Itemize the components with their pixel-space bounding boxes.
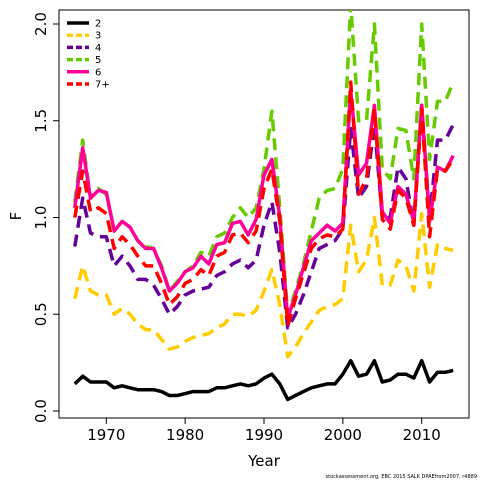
x-tick-label: 1980 [166, 426, 204, 444]
series-line-2 [73, 358, 454, 402]
series-group [73, 10, 455, 402]
x-tick-label: 2000 [324, 426, 362, 444]
legend-label: 7+ [95, 80, 110, 91]
footer-credit: stockassessment.org, EBC 2015 SALK DPAEf… [326, 474, 477, 480]
y-tick-label: 2.0 [32, 12, 50, 36]
y-tick-label: 1.5 [32, 109, 50, 133]
legend-label: 6 [95, 67, 101, 78]
y-axis: 0.0 0.5 1.0 1.5 2.0 [32, 12, 59, 423]
x-axis-label: Year [247, 452, 281, 470]
legend-label: 3 [95, 31, 101, 42]
series-line-3 [73, 211, 454, 359]
plot-frame [58, 9, 470, 419]
legend-label: 4 [95, 43, 101, 54]
x-tick-label: 1970 [87, 426, 125, 444]
y-axis-label: F [7, 212, 25, 221]
y-tick-label: 0.5 [32, 302, 50, 326]
legend-label: 5 [95, 55, 101, 66]
x-tick-label: 1990 [245, 426, 283, 444]
legend-label: 2 [95, 19, 101, 30]
x-axis: 1970 1980 1990 2000 2010 [87, 418, 441, 444]
series-line-7plus [73, 80, 455, 328]
x-tick-label: 2010 [403, 426, 441, 444]
y-tick-label: 1.0 [32, 206, 50, 230]
y-tick-label: 0.0 [32, 399, 50, 423]
